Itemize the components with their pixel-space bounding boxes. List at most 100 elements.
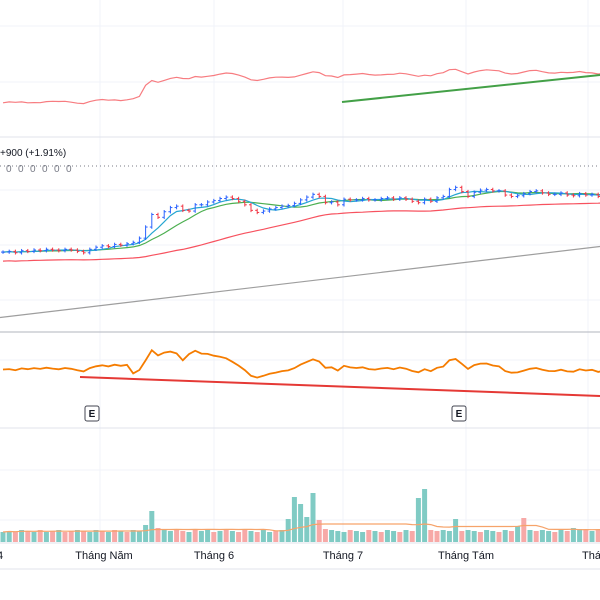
ohlc-bar	[143, 225, 148, 240]
ohlc-bar	[25, 248, 30, 254]
volume-bar	[577, 529, 583, 542]
volume-bar	[465, 530, 471, 542]
price-change-label: +900 (+1.91%)	[0, 148, 66, 159]
volume-bar	[99, 531, 105, 542]
volume-bar	[583, 530, 589, 542]
ohlc-bar	[81, 249, 86, 255]
ohlc-bar	[87, 247, 92, 255]
volume-bar	[50, 531, 56, 542]
volume-bar	[118, 531, 124, 542]
ohlc-bar	[528, 189, 532, 196]
volume-bar	[490, 531, 496, 542]
volume-bar	[161, 530, 167, 542]
volume-bar	[68, 531, 74, 542]
ohlc-bar	[311, 192, 315, 199]
ohlc-bar	[280, 204, 284, 210]
hidden-value-5: 0	[54, 164, 60, 175]
volume-bar	[360, 532, 366, 542]
volume-bar	[422, 489, 428, 542]
ohlc-bar	[478, 188, 483, 194]
volume-bar	[353, 531, 359, 542]
ohlc-bar	[515, 194, 520, 199]
ohlc-bar	[441, 194, 446, 200]
volume-bar	[180, 531, 186, 542]
oscillator-divergence-line	[79, 376, 600, 397]
ohlc-bar	[521, 191, 526, 198]
volume-bar	[546, 531, 552, 542]
ohlc-bar	[162, 210, 167, 220]
volume-bar	[527, 530, 533, 542]
x-tick-label: Tháng Năm	[75, 550, 132, 562]
volume-bar	[124, 532, 130, 542]
volume-bar	[143, 525, 149, 542]
ohlc-bar	[242, 199, 247, 207]
volume-bar	[477, 532, 483, 542]
volume-bar	[552, 532, 558, 542]
volume-bar	[56, 530, 62, 542]
ohlc-bar	[329, 200, 334, 205]
volume-bar	[453, 519, 459, 542]
ohlc-bar	[453, 185, 458, 192]
ohlc-bar	[552, 192, 557, 197]
ohlc-bar	[112, 242, 117, 249]
volume-bar	[192, 530, 198, 542]
volume-bar	[508, 531, 514, 542]
volume-bar	[260, 530, 266, 542]
ohlc-bar	[435, 196, 439, 204]
ohlc-bar	[416, 199, 421, 205]
hidden-value-3: 0	[30, 164, 36, 175]
ohlc-bar	[94, 245, 98, 252]
earnings-marker[interactable]: E	[84, 405, 100, 422]
ohlc-bar	[540, 189, 545, 195]
volume-bar	[341, 532, 347, 542]
volume-bar	[570, 528, 576, 542]
volume-bar	[167, 531, 173, 542]
ohlc-bar	[348, 197, 353, 202]
ohlc-bar	[236, 196, 241, 204]
oscillator-line	[2, 348, 600, 379]
ohlc-bar	[224, 195, 229, 201]
volume-bar	[347, 530, 353, 542]
x-tick-label: Tháng Tám	[438, 550, 494, 562]
volume-bar	[25, 531, 31, 542]
volume-bar	[0, 532, 6, 542]
volume-bar	[112, 530, 118, 542]
ohlc-bar	[422, 197, 427, 205]
volume-bar	[564, 531, 570, 542]
ohlc-bar	[19, 248, 24, 255]
volume-bar	[93, 530, 99, 542]
ohlc-bar	[69, 247, 74, 252]
volume-bar	[43, 532, 49, 542]
hidden-value-2: 0	[18, 164, 24, 175]
ohlc-bar	[50, 247, 55, 252]
ma-slow-line	[2, 202, 600, 262]
ohlc-bar	[317, 192, 322, 199]
ohlc-bar	[571, 193, 576, 198]
ohlc-bar	[180, 204, 185, 213]
ohlc-bar	[583, 191, 588, 197]
volume-bar	[378, 532, 384, 542]
earnings-marker[interactable]: E	[451, 405, 467, 422]
volume-bar	[471, 531, 477, 542]
volume-bar	[217, 531, 223, 542]
ohlc-bar	[286, 203, 291, 208]
ohlc-bar	[373, 198, 377, 202]
volume-bar	[446, 531, 452, 542]
ohlc-bar	[397, 196, 402, 201]
volume-bar	[384, 530, 390, 542]
volume-bar	[198, 531, 204, 542]
volume-bar	[496, 532, 502, 542]
volume-bar	[223, 530, 229, 542]
ohlc-bar	[149, 212, 154, 229]
ohlc-bar	[106, 244, 111, 249]
volume-bar	[372, 531, 378, 542]
volume-bar	[484, 530, 490, 542]
volume-bar	[12, 532, 18, 542]
ohlc-bar	[304, 195, 309, 202]
volume-pane	[0, 489, 600, 542]
ohlc-bar	[174, 204, 179, 210]
ohlc-bar	[366, 196, 371, 202]
ohlc-bar	[100, 244, 105, 249]
ohlc-bar	[38, 248, 43, 253]
volume-bar	[589, 531, 595, 542]
